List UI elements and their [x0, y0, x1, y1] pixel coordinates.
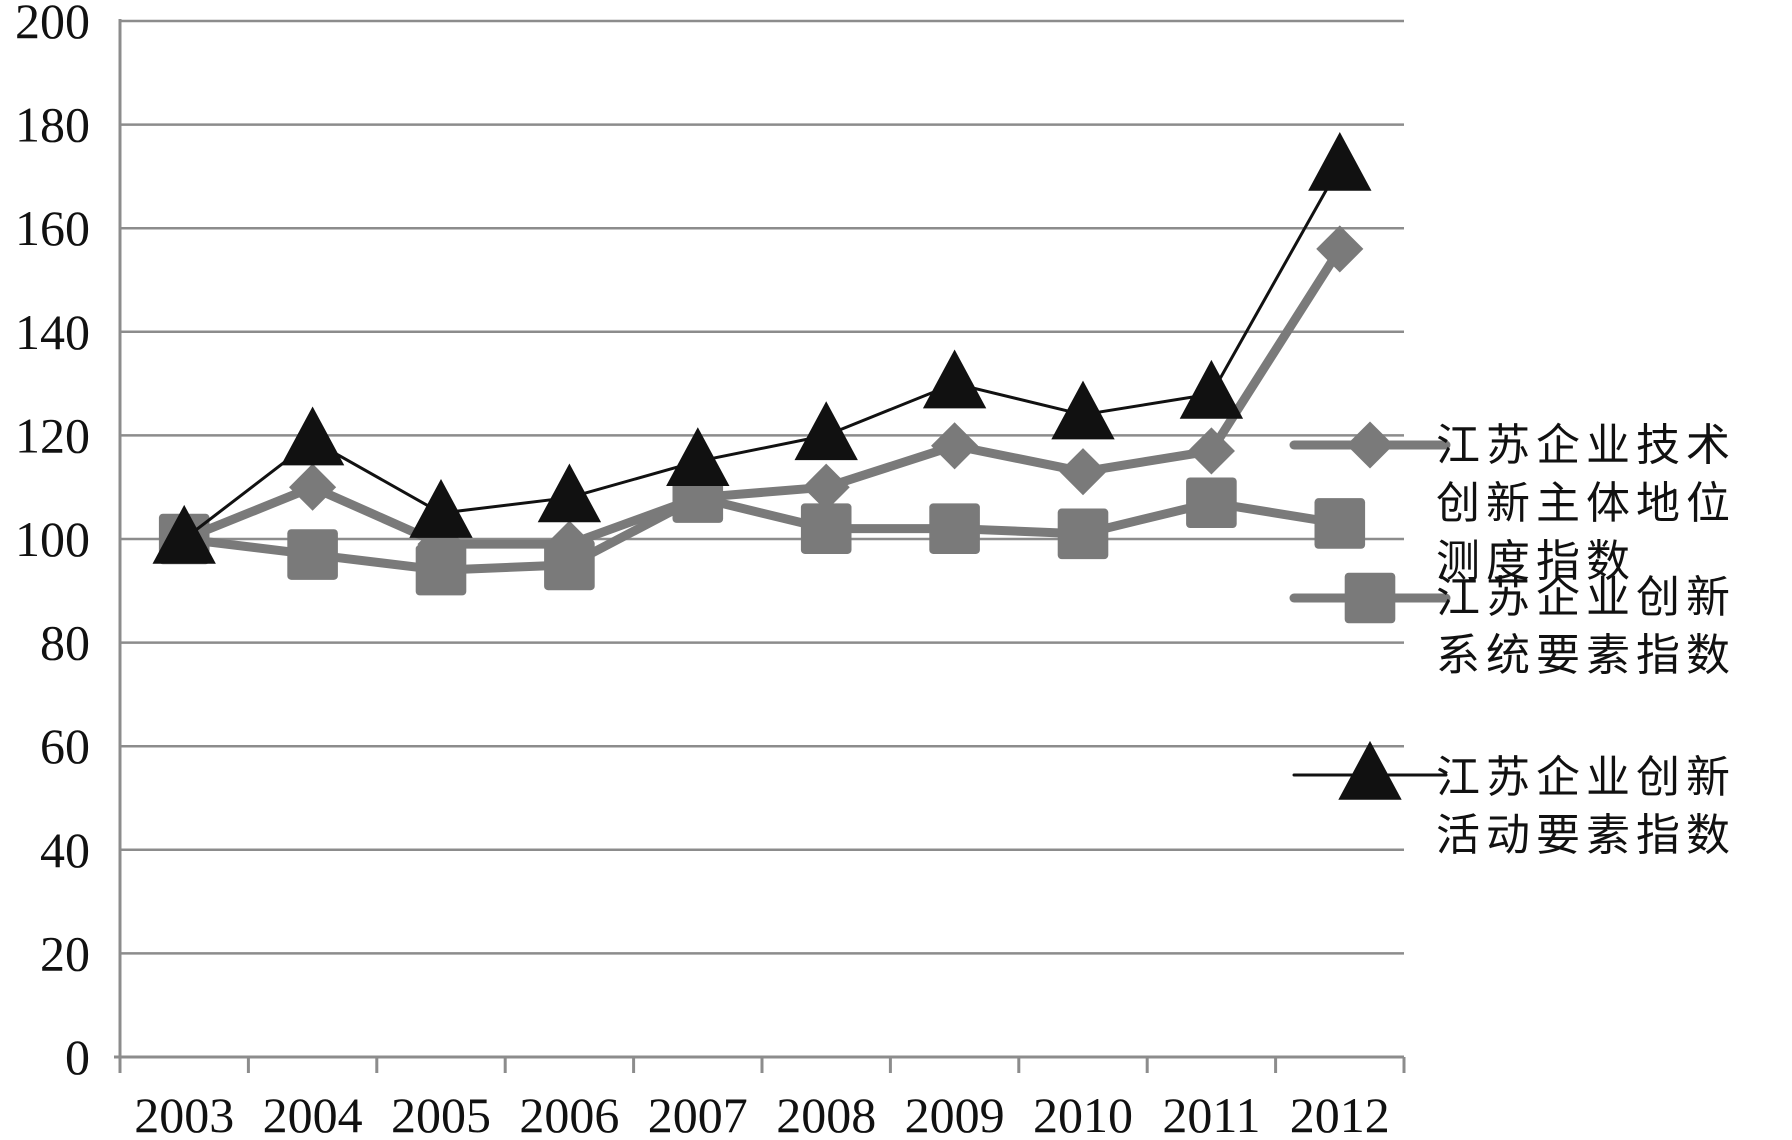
diamond-point — [1316, 225, 1364, 273]
x-tick-label: 2003 — [134, 1087, 234, 1140]
x-tick-label: 2009 — [905, 1087, 1005, 1140]
series-layer — [152, 131, 1372, 596]
y-tick-label: 60 — [40, 718, 90, 774]
diamond-point — [1059, 448, 1107, 496]
triangle-point — [409, 479, 473, 538]
square-point — [1186, 477, 1237, 529]
axes — [114, 19, 1406, 1073]
triangle-point — [280, 406, 345, 466]
square-point — [287, 529, 338, 580]
square-point — [1057, 508, 1109, 560]
x-tick-label: 2006 — [519, 1087, 619, 1140]
series-triangle — [152, 131, 1372, 564]
x-tick-label: 2007 — [648, 1087, 748, 1140]
diamond-point — [289, 463, 337, 511]
y-tick-label: 160 — [15, 200, 90, 256]
series-line — [183, 493, 1341, 575]
legend-label: 江苏企业技术 — [1436, 420, 1736, 471]
triangle-point — [794, 401, 858, 461]
triangle-point — [537, 463, 602, 523]
x-tick-label: 2005 — [391, 1087, 491, 1140]
x-tick-label: 2008 — [776, 1087, 876, 1140]
series-line — [183, 165, 1342, 541]
y-tick-label: 0 — [65, 1029, 90, 1085]
legend-label: 系统要素指数 — [1436, 630, 1736, 681]
y-tick-label: 200 — [15, 0, 90, 49]
series-square — [158, 472, 1366, 596]
y-tick-label: 140 — [15, 304, 90, 360]
square-point — [800, 503, 852, 554]
x-tick-labels: 2003 2004 2005 2006 2007 2008 2009 2010 2011 2012 — [134, 1087, 1390, 1140]
triangle-point — [922, 349, 987, 409]
y-tick-label: 120 — [15, 407, 90, 463]
x-tick-label: 2010 — [1033, 1087, 1133, 1140]
triangle-point — [1051, 380, 1115, 440]
y-tick-label: 180 — [15, 97, 90, 153]
grid-lines — [120, 19, 1404, 955]
triangle-point — [666, 427, 730, 487]
legend-label: 江苏企业创新 — [1436, 752, 1736, 803]
x-tick-label: 2012 — [1290, 1087, 1390, 1140]
legend-label: 创新主体地位 — [1436, 478, 1736, 529]
y-tick-labels: 0 20 40 60 80 100 120 140 160 180 200 — [15, 0, 90, 1085]
legend-label: 测度指数 — [1436, 536, 1636, 587]
legend-diamond-marker — [1346, 421, 1394, 469]
y-tick-label: 80 — [40, 615, 90, 671]
legend-triangle-marker — [1338, 740, 1402, 800]
diamond-point — [931, 422, 979, 470]
legend-label: 活动要素指数 — [1436, 810, 1736, 861]
square-point — [415, 544, 467, 596]
diamond-point — [802, 463, 850, 511]
series-line — [182, 246, 1344, 549]
diamond-point — [545, 520, 593, 568]
diamond-point — [1187, 427, 1235, 475]
x-tick-label: 2011 — [1162, 1087, 1260, 1140]
triangle-point — [1179, 359, 1244, 419]
y-tick-label: 40 — [40, 822, 90, 878]
square-point — [1314, 498, 1366, 549]
square-point — [929, 503, 980, 554]
y-tick-label: 20 — [40, 925, 90, 981]
y-tick-label: 100 — [15, 511, 90, 567]
legend-square-marker — [1344, 572, 1396, 624]
triangle-point — [152, 504, 216, 564]
legend-label: 江苏企业创新 — [1436, 572, 1736, 623]
triangle-point — [1308, 131, 1372, 191]
x-tick-label: 2004 — [263, 1087, 363, 1140]
